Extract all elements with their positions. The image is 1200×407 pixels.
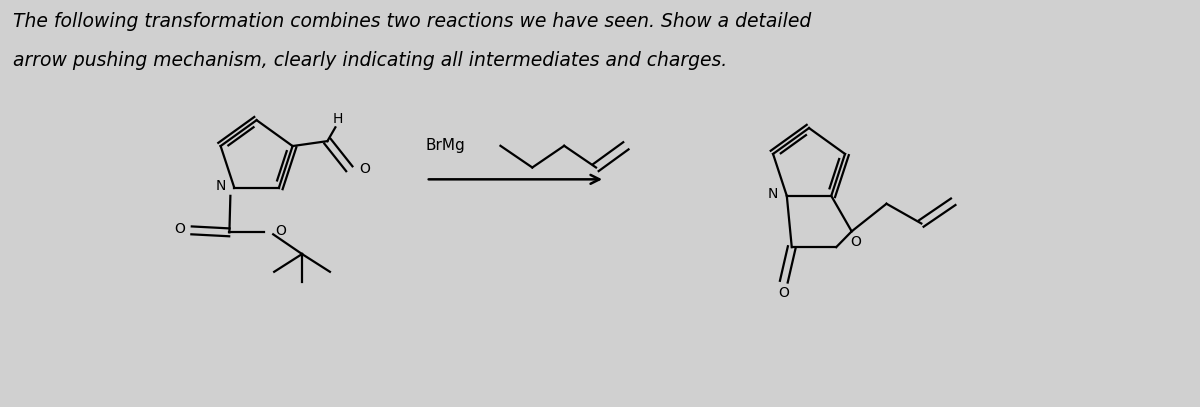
- Text: O: O: [174, 222, 185, 236]
- Text: O: O: [850, 235, 862, 249]
- Text: The following transformation combines two reactions we have seen. Show a detaile: The following transformation combines tw…: [13, 12, 811, 31]
- Text: O: O: [779, 287, 790, 300]
- Text: N: N: [768, 187, 778, 201]
- Text: H: H: [332, 112, 342, 127]
- Text: O: O: [275, 224, 286, 239]
- Text: BrMg: BrMg: [426, 138, 466, 153]
- Text: O: O: [359, 162, 370, 176]
- Text: arrow pushing mechanism, clearly indicating all intermediates and charges.: arrow pushing mechanism, clearly indicat…: [13, 51, 727, 70]
- Text: N: N: [215, 179, 226, 193]
